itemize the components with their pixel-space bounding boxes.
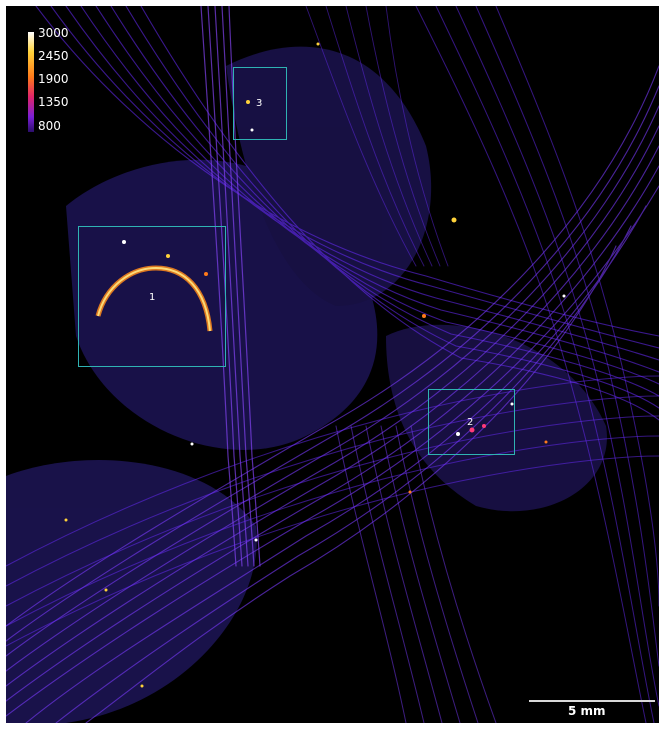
colorbar <box>28 32 34 132</box>
colorbar-tick-1900: 1900 <box>38 72 69 86</box>
colorbar-tick-2450: 2450 <box>38 49 69 63</box>
colorbar-tick-1350: 1350 <box>38 95 69 109</box>
roi-box-3 <box>233 67 287 140</box>
fiber-bundles <box>6 6 659 723</box>
colorbar-tick-800: 800 <box>38 119 61 133</box>
roi-box-1 <box>78 226 226 367</box>
colorbar-tick-3000: 3000 <box>38 26 69 40</box>
image-frame: 3000 2450 1900 1350 800 1 2 3 5 mm <box>6 6 659 723</box>
roi-label-3: 3 <box>256 98 263 109</box>
roi-label-2: 2 <box>467 417 474 428</box>
signal-hotspots <box>64 42 566 688</box>
scale-bar <box>529 700 655 702</box>
scale-bar-label: 5 mm <box>568 704 606 718</box>
roi-label-1: 1 <box>149 292 156 303</box>
fiber-tract-image <box>6 6 659 723</box>
roi-box-2 <box>428 389 515 455</box>
